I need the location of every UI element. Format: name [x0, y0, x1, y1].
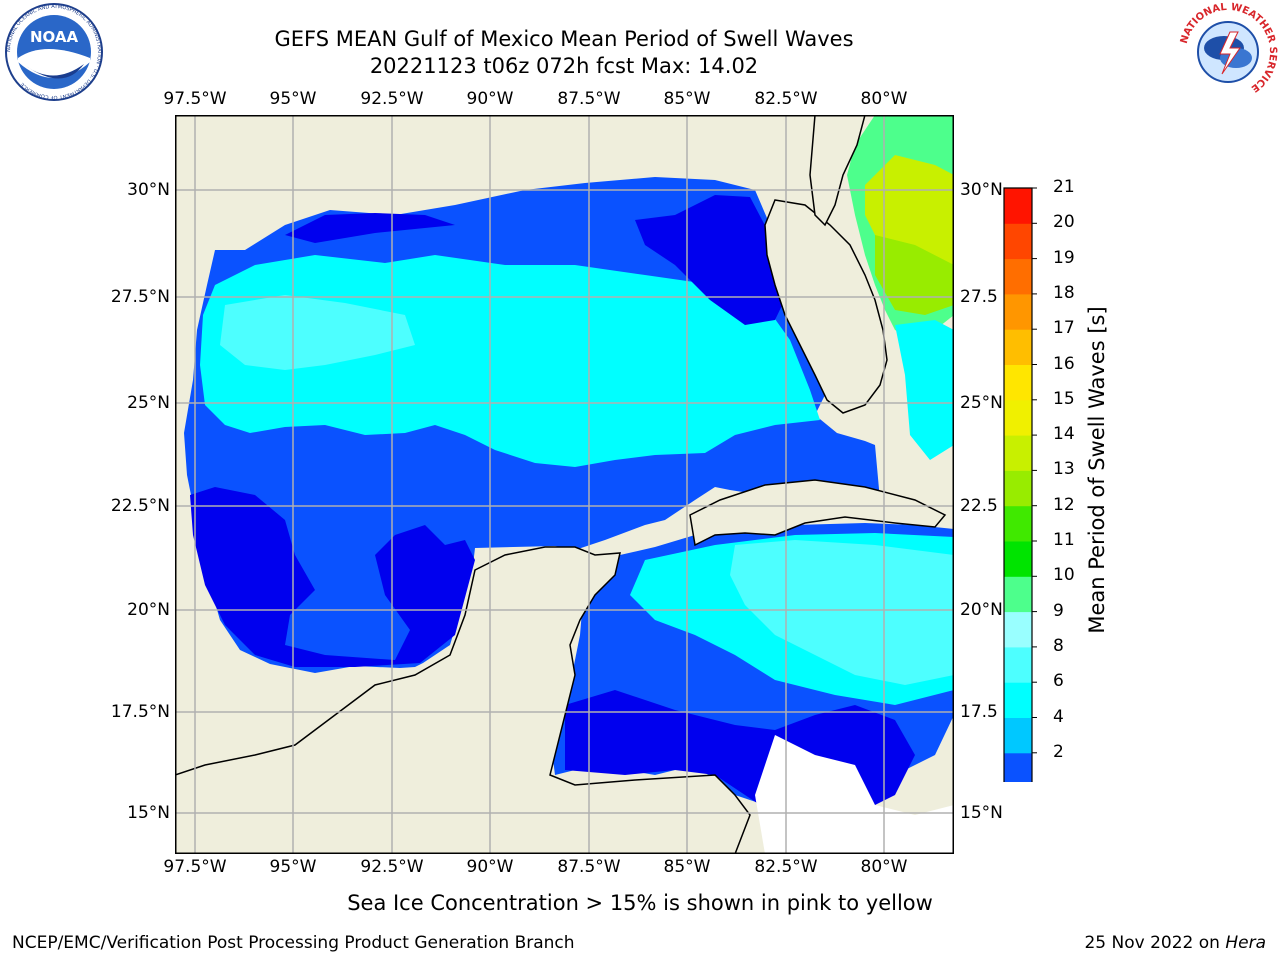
colorbar-segment: [1004, 576, 1032, 613]
colorbar-segment: [1004, 364, 1032, 401]
colorbar-tick-label: 9: [1053, 600, 1064, 621]
colorbar-segment: [1004, 188, 1032, 224]
colorbar: [1003, 187, 1037, 782]
colorbar-segment: [1004, 505, 1032, 542]
lat-tick-left: 27.5°N: [110, 287, 170, 307]
lat-tick-right: 22.5: [960, 496, 998, 516]
colorbar-tick-label: 10: [1053, 565, 1075, 586]
colorbar-label: Mean Period of Swell Waves [s]: [1085, 306, 1109, 634]
lat-tick-right: 15°N: [960, 803, 1003, 823]
noaa-logo: NATIONAL OCEANIC AND ATMOSPHERIC ADMINIS…: [5, 3, 103, 101]
lon-tick-top: 85°W: [663, 89, 711, 109]
colorbar-segment: [1004, 541, 1032, 577]
colorbar-tick-label: 16: [1053, 353, 1075, 374]
lat-tick-left: 17.5°N: [110, 702, 170, 722]
gulf-swell-deep-n: [285, 213, 455, 243]
colorbar-tick-label: 2: [1053, 741, 1064, 762]
noaa-logo-text: NOAA: [30, 28, 79, 46]
colorbar-tick-label: 11: [1053, 530, 1075, 550]
colorbar-tick-label: 21: [1053, 177, 1075, 197]
lon-tick-bottom: 92.5°W: [360, 857, 424, 877]
footer-date: 25 Nov 2022 on Hera: [1084, 933, 1266, 953]
colorbar-segment: [1004, 223, 1032, 260]
colorbar-segment: [1004, 470, 1032, 507]
footer-date-text: 25 Nov 2022 on: [1084, 933, 1226, 953]
lon-tick-top: 80°W: [860, 89, 908, 109]
map-frame: [175, 115, 954, 854]
atlantic-swell-green: [875, 235, 954, 315]
colorbar-tick-label: 18: [1053, 282, 1075, 303]
colorbar-tick-label: 15: [1053, 388, 1075, 409]
lat-tick-left: 22.5°N: [110, 496, 170, 516]
colorbar-tick-label: 14: [1053, 424, 1075, 445]
sea-ice-note: Sea Ice Concentration > 15% is shown in …: [347, 891, 933, 915]
colorbar-tick-label: 6: [1053, 671, 1064, 692]
colorbar-segment: [1004, 399, 1032, 436]
colorbar-segment: [1004, 717, 1032, 754]
florida-east-land: [809, 115, 866, 227]
colorbar-frame: [1003, 187, 1033, 782]
lat-tick-left: 15°N: [127, 803, 170, 823]
colorbar-segment: [1004, 646, 1032, 683]
footer-credit: NCEP/EMC/Verification Post Processing Pr…: [12, 933, 575, 953]
cuba-land: [689, 479, 947, 547]
colorbar-segment: [1004, 435, 1032, 471]
colorbar-tick-label: 4: [1053, 706, 1064, 727]
land-mask: [755, 735, 954, 854]
lat-tick-right: 25°N: [960, 393, 1003, 413]
lat-tick-right: 20°N: [960, 600, 1003, 620]
lon-tick-top: 95°W: [269, 89, 317, 109]
colorbar-tick-label: 19: [1053, 247, 1075, 268]
lon-tick-top: 87.5°W: [557, 89, 621, 109]
map-plot: [175, 115, 954, 854]
gulf-swell-lightcyan: [220, 295, 415, 370]
lon-tick-bottom: 82.5°W: [754, 857, 818, 877]
colorbar-segment: [1004, 258, 1032, 295]
lon-tick-top: 82.5°W: [754, 89, 818, 109]
lon-tick-top: 97.5°W: [163, 89, 227, 109]
lon-tick-top: 90°W: [466, 89, 514, 109]
lon-tick-bottom: 90°W: [466, 857, 514, 877]
yucatan-land: [175, 546, 751, 854]
colorbar-segment: [1004, 611, 1032, 648]
lat-tick-right: 27.5: [960, 287, 998, 307]
colorbar-tick-label: 17: [1053, 318, 1075, 339]
colorbar-tick-label: 8: [1053, 635, 1064, 656]
colorbar-tick-label: 12: [1053, 494, 1075, 515]
lon-tick-top: 92.5°W: [360, 89, 424, 109]
lon-tick-bottom: 95°W: [269, 857, 317, 877]
colorbar-segment: [1004, 293, 1032, 330]
lon-tick-bottom: 80°W: [860, 857, 908, 877]
gulf-swell-deep: [190, 487, 475, 667]
chart-title: GEFS MEAN Gulf of Mexico Mean Period of …: [274, 27, 854, 51]
colorbar-segment: [1004, 682, 1032, 718]
gulf-swell-deep-ne: [635, 195, 787, 325]
lat-tick-right: 17.5: [960, 702, 998, 722]
lon-tick-bottom: 97.5°W: [163, 857, 227, 877]
chart-subtitle: 20221123 t06z 072h fcst Max: 14.02: [369, 54, 759, 78]
florida-land: [764, 199, 888, 414]
lat-tick-left: 30°N: [127, 180, 170, 200]
lon-tick-bottom: 87.5°W: [557, 857, 621, 877]
lat-tick-right: 30°N: [960, 180, 1003, 200]
lon-tick-bottom: 85°W: [663, 857, 711, 877]
colorbar-segment: [1004, 752, 1032, 782]
colorbar-tick-label: 13: [1053, 459, 1075, 480]
lat-tick-left: 20°N: [127, 600, 170, 620]
colorbar-tick-label: 20: [1053, 212, 1075, 233]
colorbar-segment: [1004, 329, 1032, 365]
nws-logo: NATIONAL WEATHER SERVICE: [1179, 2, 1278, 100]
graticule: [175, 115, 954, 854]
atlantic-swell-cyan: [895, 320, 954, 460]
lat-tick-left: 25°N: [127, 393, 170, 413]
footer-machine: Hera: [1225, 933, 1266, 953]
